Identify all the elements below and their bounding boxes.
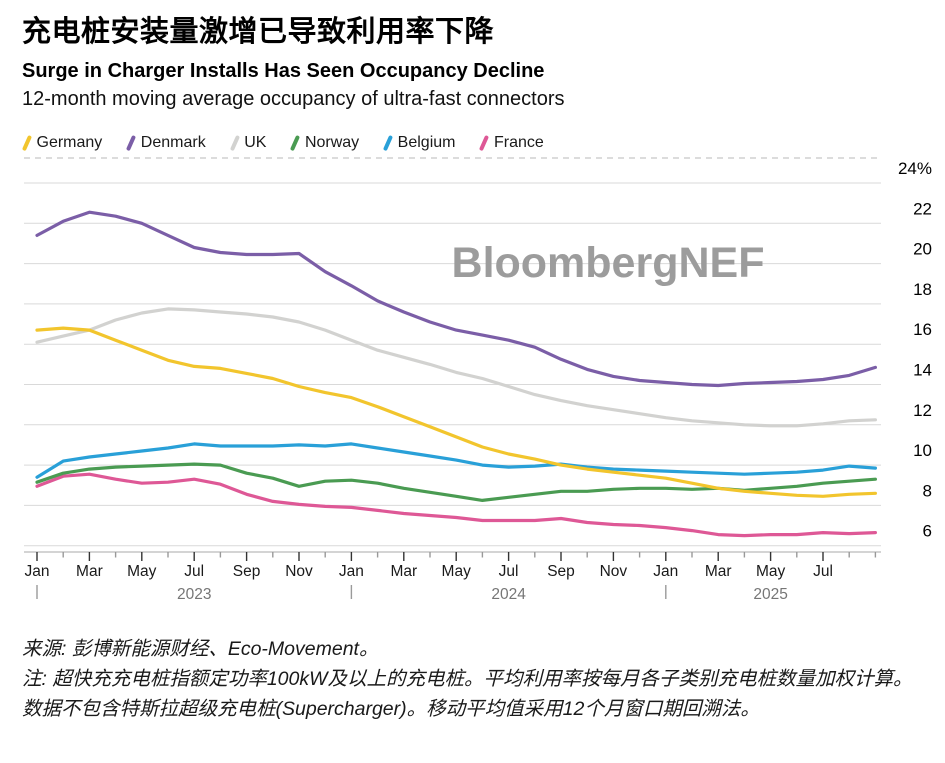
y-tick-label: 20 xyxy=(913,240,932,259)
x-month-label: May xyxy=(127,563,157,580)
legend-item-uk: UK xyxy=(229,134,267,152)
legend-item-germany: Germany xyxy=(21,134,103,152)
chart-subtitle: 12-month moving average occupancy of ult… xyxy=(22,88,565,110)
year-label: 2025 xyxy=(753,586,787,603)
y-tick-label: 8 xyxy=(923,481,932,500)
legend-item-belgium: Belgium xyxy=(383,134,456,152)
x-month-label: Jul xyxy=(184,563,204,580)
bloombergnef-watermark: BloombergNEF xyxy=(452,239,765,287)
series-line-belgium xyxy=(35,442,878,479)
x-month-label: Jul xyxy=(499,563,519,580)
x-month-label: May xyxy=(756,563,786,580)
year-label: 2024 xyxy=(491,586,526,603)
x-month-label: Mar xyxy=(390,563,417,580)
series-line-uk xyxy=(35,307,878,428)
x-month-label: Jul xyxy=(813,563,833,580)
footer-notes: 来源: 彭博新能源财经、Eco-Movement。 注: 超快充充电桩指额定功率… xyxy=(22,634,930,724)
y-tick-label: 18 xyxy=(913,280,932,299)
y-tick-label: 14 xyxy=(913,361,932,380)
legend-label: Belgium xyxy=(397,134,456,151)
series-lines xyxy=(35,210,878,538)
legend: Germany Denmark UK Norway Belgium France xyxy=(21,134,544,152)
chart-title-english: Surge in Charger Installs Has Seen Occup… xyxy=(22,60,545,82)
x-month-label: Jan xyxy=(339,563,364,580)
x-month-label: Sep xyxy=(233,563,261,580)
series-line-germany xyxy=(35,326,878,498)
y-tick-label: 22 xyxy=(913,199,932,218)
legend-item-france: France xyxy=(479,134,544,152)
note-line: 注: 超快充充电桩指额定功率100kW及以上的充电桩。平均利用率按每月各子类别充… xyxy=(22,668,913,720)
x-month-label: Sep xyxy=(547,563,575,580)
x-month-label: Jan xyxy=(25,563,50,580)
y-tick-label: 24% xyxy=(898,159,932,178)
series-line-france xyxy=(35,472,878,538)
series-line-denmark xyxy=(35,210,878,388)
source-line: 来源: 彭博新能源财经、Eco-Movement。 xyxy=(22,638,379,660)
x-month-label: Mar xyxy=(705,563,732,580)
legend-label: Denmark xyxy=(140,134,206,151)
y-tick-label: 6 xyxy=(923,522,932,541)
legend-item-norway: Norway xyxy=(290,134,360,152)
legend-label: UK xyxy=(244,134,267,151)
y-tick-label: 16 xyxy=(913,320,932,339)
x-axis: Jan Mar May Jul Sep Nov Jan Mar May Jul Sep Nov Jan M… xyxy=(24,551,881,603)
x-month-label: Mar xyxy=(76,563,103,580)
page-title-chinese: 充电桩安装量激增已导致利用率下降 xyxy=(22,16,495,48)
y-tick-label: 10 xyxy=(913,441,932,460)
x-month-label: Nov xyxy=(285,563,313,580)
legend-label: Norway xyxy=(304,134,360,151)
x-month-label: May xyxy=(442,563,472,580)
y-tick-label: 12 xyxy=(913,401,932,420)
legend-label: Germany xyxy=(36,134,103,151)
legend-item-denmark: Denmark xyxy=(126,134,206,152)
legend-label: France xyxy=(493,134,544,151)
x-month-label: Jan xyxy=(653,563,678,580)
x-month-label: Nov xyxy=(600,563,628,580)
year-label: 2023 xyxy=(177,586,211,603)
